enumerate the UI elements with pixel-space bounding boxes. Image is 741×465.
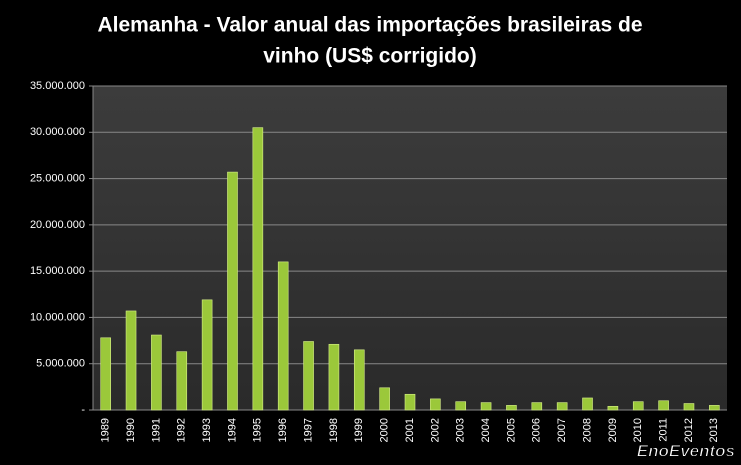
bar	[303, 341, 314, 411]
bar	[683, 403, 695, 411]
x-tick-label: 2011	[658, 418, 670, 442]
bar	[709, 405, 720, 411]
bar	[404, 393, 416, 411]
bar	[176, 351, 188, 411]
watermark: EnoEventos	[637, 441, 735, 460]
x-tick-label: 1999	[353, 418, 365, 442]
bar	[353, 349, 365, 411]
bar	[379, 387, 390, 411]
bar	[252, 127, 264, 411]
bar	[328, 343, 340, 411]
x-tick-label: 2000	[379, 418, 391, 442]
x-tick-label: 1995	[252, 418, 264, 442]
x-tick-label: 1991	[150, 418, 162, 442]
bar	[201, 299, 213, 411]
bar	[632, 401, 644, 411]
bar	[480, 402, 492, 411]
y-tick-label: 5.000.000	[36, 358, 85, 370]
x-tick-label: 2009	[607, 418, 619, 442]
bar	[582, 397, 593, 411]
bar	[151, 334, 162, 411]
x-tick-label: 1998	[328, 418, 340, 442]
x-tick-label: 2006	[531, 418, 543, 442]
x-tick-label: 2010	[632, 418, 644, 442]
bar	[607, 405, 619, 411]
x-tick-label: 2012	[683, 418, 695, 442]
bar	[455, 401, 467, 411]
bar	[531, 402, 543, 411]
y-tick-label: 15.000.000	[30, 265, 85, 277]
bar	[125, 310, 137, 411]
x-tick-label: 1994	[226, 418, 238, 442]
bar	[277, 261, 289, 411]
x-tick-label: 2002	[429, 418, 441, 442]
x-tick-label: 2008	[581, 418, 593, 442]
x-tick-label: 1989	[100, 418, 112, 442]
x-tick-label: 2004	[480, 418, 492, 442]
x-tick-label: 1990	[125, 418, 137, 442]
chart-title: vinho (US$ corrigido)	[263, 45, 477, 68]
x-tick-label: 2007	[556, 418, 568, 442]
x-tick-label: 1997	[302, 418, 314, 442]
chart-title: Alemanha - Valor anual das importações b…	[97, 14, 642, 37]
y-tick-label: 25.000.000	[30, 172, 85, 184]
bar	[430, 398, 441, 411]
x-tick-label: 1992	[176, 418, 188, 442]
bar	[506, 405, 517, 411]
y-tick-label: -	[81, 404, 85, 416]
x-tick-label: 2003	[455, 418, 467, 442]
bar	[658, 400, 669, 411]
y-tick-label: 20.000.000	[30, 219, 85, 231]
y-tick-label: 30.000.000	[30, 126, 85, 138]
x-tick-label: 2005	[505, 418, 517, 442]
plot-area	[93, 86, 727, 410]
bar	[556, 402, 568, 411]
y-tick-label: 35.000.000	[30, 80, 85, 92]
bar	[227, 171, 238, 411]
x-tick-label: 1996	[277, 418, 289, 442]
x-tick-label: 2013	[708, 418, 720, 442]
y-tick-label: 10.000.000	[30, 311, 85, 323]
bar	[100, 337, 111, 411]
x-tick-label: 1993	[201, 418, 213, 442]
x-tick-label: 2001	[404, 418, 416, 442]
